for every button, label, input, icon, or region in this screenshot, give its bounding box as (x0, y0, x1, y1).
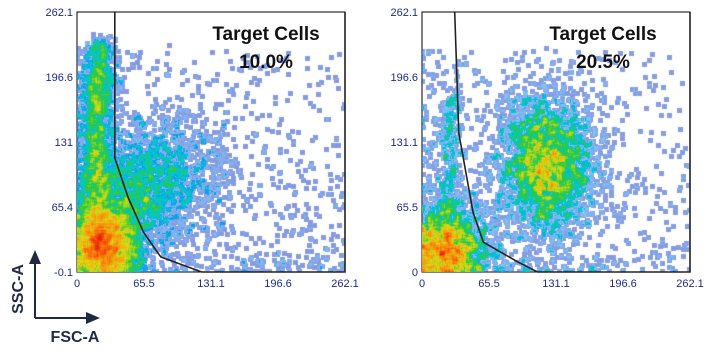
gate-name-right: Target Cells (549, 24, 656, 45)
y-tick-label: 65.5 (397, 202, 418, 214)
x-tick-label: 196.6 (264, 278, 292, 290)
x-tick-label: 262.1 (331, 278, 359, 290)
y-tick-label: 262.1 (390, 7, 418, 19)
x-tick-labels-right: 0 65.5 131.1 196.6 262.1 (419, 278, 704, 290)
y-axis-name: SSC-A (10, 264, 27, 314)
y-tick-labels-right: 0 65.5 131.1 196.6 262.1 (390, 7, 418, 279)
gate-percent-left: 10.0% (239, 52, 293, 73)
gate-percent-right: 20.5% (576, 52, 630, 73)
density-map-left (77, 12, 345, 272)
gate-polygon-left (114, 12, 346, 273)
y-tick-label: 131 (55, 137, 73, 149)
y-arrow-head-icon (29, 250, 41, 264)
y-tick-label: 65.4 (52, 202, 73, 214)
x-tick-label: 131.1 (542, 278, 570, 290)
x-tick-label: 65.5 (478, 278, 499, 290)
y-tick-label: 262.1 (45, 7, 73, 19)
x-tick-label: 196.6 (609, 278, 637, 290)
x-axis-name: FSC-A (51, 329, 100, 346)
y-tick-label: 131.1 (390, 137, 418, 149)
x-tick-label: 131.1 (197, 278, 225, 290)
plot-panel-left: -0.1 65.4 131 196.6 262.1 0 65.5 131.1 196.6 262… (45, 7, 358, 290)
x-arrow-head-icon (86, 312, 100, 324)
plot-panel-right: 0 65.5 131.1 196.6 262.1 0 65.5 131.1 196.6 262.… (390, 7, 703, 290)
density-map-right (422, 12, 690, 272)
y-tick-label: 196.6 (45, 72, 73, 84)
y-tick-labels-left: -0.1 65.4 131 196.6 262.1 (45, 7, 73, 279)
gate-name-left: Target Cells (212, 24, 319, 45)
axis-indicator: SSC-A FSC-A (10, 250, 100, 346)
x-tick-label: 65.5 (133, 278, 154, 290)
y-tick-label: -0.1 (54, 267, 73, 279)
y-tick-label: 0 (412, 267, 418, 279)
x-tick-label: 0 (419, 278, 425, 290)
x-tick-label: 262.1 (676, 278, 704, 290)
gate-polygon-right (453, 11, 691, 273)
y-tick-label: 196.6 (390, 72, 418, 84)
x-tick-labels-left: 0 65.5 131.1 196.6 262.1 (74, 278, 359, 290)
x-tick-label: 0 (74, 278, 80, 290)
